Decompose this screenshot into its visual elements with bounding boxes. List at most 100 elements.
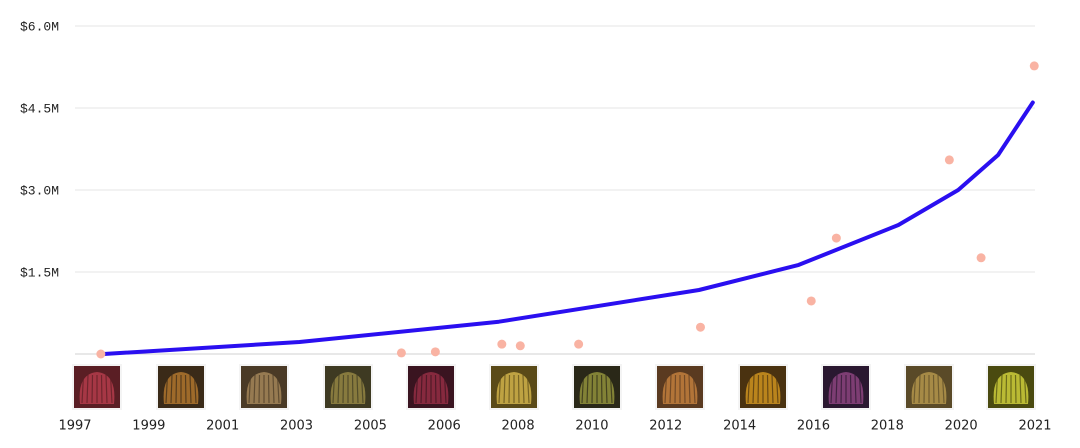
thumbnail-stripe xyxy=(360,374,364,404)
x-tick-label: 2001 xyxy=(206,419,239,434)
thumbnail-stripe xyxy=(165,374,169,404)
thumbnail-stripe xyxy=(757,374,760,404)
thumbnail-stripe xyxy=(267,374,270,404)
thumbnail-stripe xyxy=(1019,374,1022,404)
thumbnail-stripe xyxy=(581,374,585,404)
thumbnail-stripe xyxy=(835,374,838,404)
thumbnail-stripe xyxy=(337,374,340,404)
y-tick-label: $1.5M xyxy=(20,265,59,280)
thumbnail-stripe xyxy=(508,374,511,404)
thumbnail-stripe xyxy=(918,374,921,404)
thumbnail-stripe xyxy=(443,374,447,404)
thumbnail-stripe xyxy=(830,374,834,404)
x-tick-label: 2020 xyxy=(945,419,978,434)
thumbnail-stripe xyxy=(669,374,672,404)
thumbnail-stripe xyxy=(932,374,935,404)
thumbnail-stripe xyxy=(526,374,530,404)
thumbnail-stripe xyxy=(100,374,103,404)
thumbnail-stripe xyxy=(332,374,336,404)
thumbnail-stripe xyxy=(517,374,520,404)
thumbnail-stripe xyxy=(91,374,94,404)
x-tick-label: 2010 xyxy=(575,419,608,434)
x-tick-label: 2021 xyxy=(1018,419,1051,434)
thumbnail-stripe xyxy=(692,374,696,404)
data-point xyxy=(430,347,440,357)
x-tick-label: 2005 xyxy=(354,419,387,434)
data-point xyxy=(396,348,406,358)
x-tick-label: 2016 xyxy=(797,419,830,434)
thumbnail-stripe xyxy=(766,374,769,404)
thumbnail-stripe xyxy=(1023,374,1027,404)
thumbnail-stripe xyxy=(276,374,280,404)
trend-line xyxy=(101,100,1035,356)
thumbnail-stripe xyxy=(995,374,999,404)
data-point xyxy=(976,253,986,263)
data-point xyxy=(1029,61,1039,71)
thumbnail-stripe xyxy=(840,374,843,404)
thumbnail-stripe xyxy=(664,374,668,404)
thumbnail-stripe xyxy=(688,374,691,404)
thumbnail-stripe xyxy=(415,374,419,404)
data-point xyxy=(497,339,507,349)
thumbnail-stripe xyxy=(184,374,187,404)
x-tick-label: 2008 xyxy=(502,419,535,434)
thumbnail-stripe xyxy=(86,374,89,404)
thumbnail-stripe xyxy=(109,374,113,404)
thumbnail-stripe xyxy=(342,374,345,404)
data-point xyxy=(515,341,525,351)
thumbnail-stripe xyxy=(674,374,677,404)
data-point xyxy=(96,349,106,359)
thumbnail-stripe xyxy=(854,374,857,404)
data-point xyxy=(695,322,705,332)
y-tick-label: $4.5M xyxy=(20,101,59,116)
thumbnail-stripe xyxy=(849,374,852,404)
thumbnail-stripe xyxy=(253,374,256,404)
thumbnail-stripe xyxy=(1014,374,1017,404)
thumbnail-stripe xyxy=(683,374,686,404)
thumbnail-stripe xyxy=(522,374,525,404)
thumbnail-stripe xyxy=(771,374,774,404)
data-point xyxy=(806,296,816,306)
thumbnail-stripe xyxy=(605,374,608,404)
thumbnail-stripe xyxy=(356,374,359,404)
thumbnail-stripe xyxy=(258,374,261,404)
thumbnail-stripe xyxy=(752,374,755,404)
thumbnail-stripe xyxy=(1005,374,1008,404)
x-tick-label: 2012 xyxy=(649,419,682,434)
thumbnail-stripe xyxy=(170,374,173,404)
thumbnails xyxy=(72,364,1036,410)
thumbnail-stripe xyxy=(105,374,108,404)
x-tick-label: 2006 xyxy=(428,419,461,434)
y-tick-label: $6.0M xyxy=(20,19,59,34)
thumbnail-stripe xyxy=(586,374,589,404)
thumbnail-stripe xyxy=(503,374,506,404)
thumbnail-stripe xyxy=(434,374,437,404)
thumbnail-stripe xyxy=(248,374,252,404)
thumbnail-stripe xyxy=(351,374,354,404)
x-tick-label: 1997 xyxy=(58,419,91,434)
thumbnail-stripe xyxy=(1000,374,1003,404)
thumbnail-stripe xyxy=(591,374,594,404)
thumbnail-stripe xyxy=(439,374,442,404)
thumbnail-stripe xyxy=(941,374,945,404)
thumbnail-stripe xyxy=(498,374,502,404)
thumbnail-stripe xyxy=(272,374,275,404)
y-tick-label: $3.0M xyxy=(20,183,59,198)
thumbnail-stripe xyxy=(775,374,779,404)
x-tick-label: 2003 xyxy=(280,419,313,434)
thumbnail-stripe xyxy=(937,374,940,404)
thumbnail-stripe xyxy=(858,374,862,404)
thumbnail-stripe xyxy=(425,374,428,404)
data-point xyxy=(831,233,841,243)
x-tick-label: 2014 xyxy=(723,419,756,434)
thumbnail-stripe xyxy=(747,374,751,404)
thumbnail-stripe xyxy=(913,374,917,404)
thumbnail-stripe xyxy=(923,374,926,404)
thumbnail-stripe xyxy=(420,374,423,404)
data-point xyxy=(574,339,584,349)
x-tick-label: 2018 xyxy=(871,419,904,434)
data-point xyxy=(944,155,954,165)
thumbnail-stripe xyxy=(600,374,603,404)
